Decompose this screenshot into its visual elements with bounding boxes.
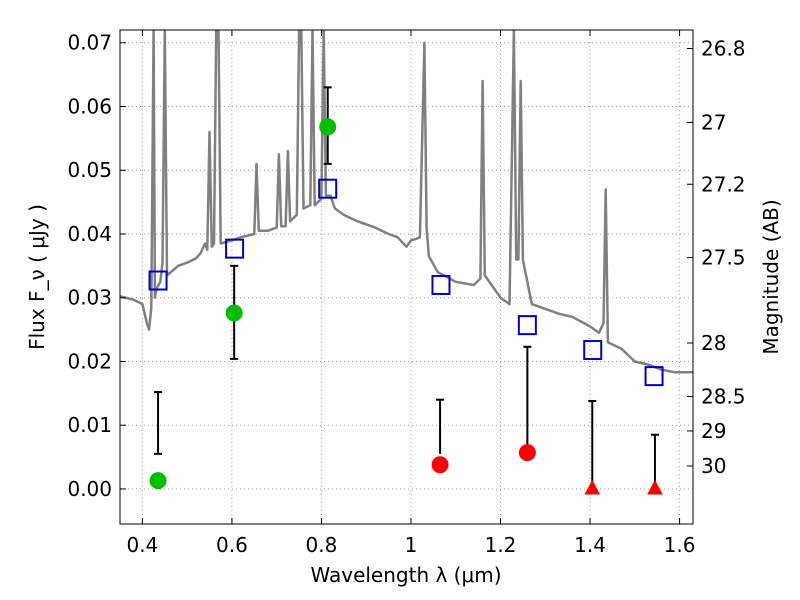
x-tick-label: 1 <box>405 533 418 557</box>
x-tick-label: 1.2 <box>485 533 517 557</box>
y-tick-label: 0.01 <box>67 413 112 437</box>
y-tick-label: 0.02 <box>67 349 112 373</box>
model-spectrum-layer <box>120 30 693 374</box>
right-tick-label: 26.8 <box>701 36 746 60</box>
right-axis-title: Magnitude (AB) <box>759 199 783 354</box>
x-tick-label: 1.6 <box>664 533 696 557</box>
y-tick-label: 0.06 <box>67 94 112 118</box>
right-tick-label: 29 <box>701 419 726 443</box>
model-photometry-square <box>583 339 603 360</box>
y-tick-label: 0.00 <box>67 477 112 501</box>
marker-layer <box>148 118 664 495</box>
detection-point <box>319 118 337 136</box>
x-tick-labels: 0.4 0.6 0.8 1 1.2 1.4 1.6 <box>126 533 695 557</box>
nondetection-point <box>431 456 449 474</box>
model-spectrum-line <box>120 30 693 374</box>
x-tick-label: 0.6 <box>216 533 248 557</box>
plot-frame <box>119 29 694 525</box>
y-tick-labels: 0.00 0.01 0.02 0.03 0.04 0.05 0.06 0.07 <box>67 31 112 501</box>
detection-point <box>149 472 167 490</box>
right-tick-labels: 26.8 27 27.2 27.5 28 28.5 29 30 <box>701 36 746 478</box>
model-photometry-square <box>431 274 451 295</box>
errorbar-layer <box>154 86 659 489</box>
model-photometry-square <box>517 315 537 336</box>
y-tick-label: 0.04 <box>67 222 112 246</box>
right-tick-label: 28.5 <box>701 385 746 409</box>
x-tick-label: 0.4 <box>126 533 158 557</box>
y-tick-label: 0.05 <box>67 158 112 182</box>
detection-point <box>225 304 243 322</box>
model-photometry-square <box>318 178 338 199</box>
right-tick-label: 28 <box>701 331 726 355</box>
model-photometry-square <box>148 270 168 291</box>
right-tick-label: 30 <box>701 454 726 478</box>
y-tick-label: 0.07 <box>67 31 112 55</box>
nondetection-triangle <box>584 479 601 495</box>
x-tick-label: 1.4 <box>574 533 606 557</box>
x-axis-title: Wavelength λ (μm) <box>310 563 501 587</box>
right-tick-label: 27.2 <box>701 172 746 196</box>
model-photometry-square <box>225 238 245 259</box>
right-tick-label: 27 <box>701 110 726 134</box>
x-tick-label: 0.8 <box>306 533 338 557</box>
nondetection-triangle <box>647 479 663 495</box>
y-tick-label: 0.03 <box>67 286 112 310</box>
model-photometry-square <box>644 366 664 387</box>
y-axis-title: Flux F_ν ( μJy ) <box>25 204 49 350</box>
nondetection-point <box>518 444 536 462</box>
tick-layer <box>120 30 693 524</box>
right-tick-label: 27.5 <box>701 246 746 270</box>
